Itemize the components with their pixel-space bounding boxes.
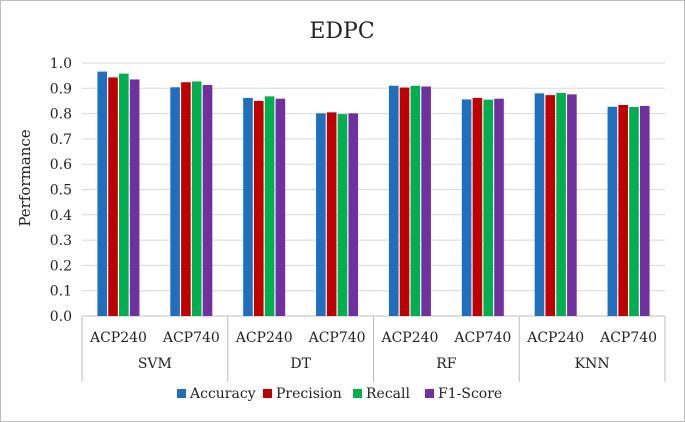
legend: Accuracy Precision Recall F1-Score: [177, 386, 502, 402]
bar-accuracy: [243, 97, 253, 316]
bar-f1-score: [494, 98, 504, 316]
bar-recall: [556, 92, 566, 316]
y-tick-label: 0.0: [50, 309, 72, 325]
bar-accuracy: [388, 85, 399, 317]
bar-f1-score: [421, 86, 431, 317]
y-tick-labels: 0.0 0.1 0.2 0.3 0.4 0.5 0.6 0.7 0.8 0.9 1.0: [50, 56, 72, 325]
bar-accuracy: [170, 87, 180, 317]
x-tick-label: ACP740: [599, 330, 657, 346]
bar-f1-score: [348, 113, 359, 316]
legend-swatch-precision: [263, 389, 272, 398]
chart-title: EDPC: [309, 19, 374, 44]
y-tick-label: 0.9: [50, 81, 72, 97]
bar-recall: [337, 114, 348, 316]
x-axis: ACP240 ACP740 ACP240 ACP740 ACP240 ACP740 ACP2…: [81, 316, 666, 382]
x-tick-label: ACP240: [380, 330, 438, 346]
legend-swatch-recall: [353, 389, 362, 398]
bar-f1-score: [639, 106, 650, 316]
legend-swatch-accuracy: [177, 389, 186, 398]
x-tick-label: ACP740: [308, 330, 366, 346]
y-tick-label: 0.2: [50, 258, 72, 274]
bar-precision: [618, 104, 628, 316]
bar-recall: [483, 99, 494, 316]
x-tick-label: ACP240: [89, 330, 147, 346]
legend-swatch-f1-score: [425, 389, 434, 398]
bar-f1-score: [275, 98, 286, 316]
bar-precision: [253, 100, 264, 316]
y-tick-label: 0.1: [50, 284, 72, 300]
y-tick-label: 0.5: [50, 183, 72, 199]
bar-recall: [119, 73, 129, 316]
bar-precision: [181, 82, 191, 316]
legend-label: Precision: [276, 386, 342, 402]
bar-accuracy: [607, 106, 618, 316]
y-tick-label: 0.4: [50, 208, 72, 224]
bar-recall: [264, 96, 275, 317]
y-tick-label: 0.7: [50, 132, 72, 148]
y-tick-label: 0.8: [50, 107, 72, 123]
legend-label: Recall: [366, 386, 410, 402]
gridlines: [82, 62, 665, 317]
y-tick-label: 0.6: [50, 157, 72, 173]
x-tick-label: ACP240: [526, 330, 584, 346]
bar-precision: [472, 97, 483, 316]
bar-precision: [326, 112, 337, 317]
bar-precision: [108, 77, 118, 317]
group-label: SVM: [138, 356, 172, 372]
bar-f1-score: [129, 79, 140, 316]
legend-label: F1-Score: [438, 386, 502, 402]
y-tick-label: 0.3: [50, 233, 72, 249]
y-tick-label: 1.0: [50, 56, 72, 72]
group-label: KNN: [575, 356, 610, 372]
bar-accuracy: [534, 93, 545, 316]
bar-accuracy: [97, 71, 108, 317]
y-axis-label: Performance: [16, 129, 34, 226]
legend-label: Accuracy: [189, 386, 256, 402]
bar-precision: [399, 87, 410, 316]
bar-accuracy: [316, 113, 326, 316]
bar-precision: [545, 95, 556, 316]
bar-recall: [629, 107, 639, 316]
group-label: DT: [290, 356, 311, 372]
group-label: RF: [436, 356, 457, 372]
bar-accuracy: [461, 99, 472, 316]
x-tick-label: ACP740: [162, 330, 220, 346]
x-tick-label: ACP740: [453, 330, 511, 346]
bar-f1-score: [202, 85, 213, 316]
bar-recall: [191, 81, 202, 317]
bar-recall: [410, 85, 421, 317]
bars: [97, 71, 650, 317]
x-tick-label: ACP240: [235, 330, 293, 346]
bar-f1-score: [567, 94, 577, 316]
